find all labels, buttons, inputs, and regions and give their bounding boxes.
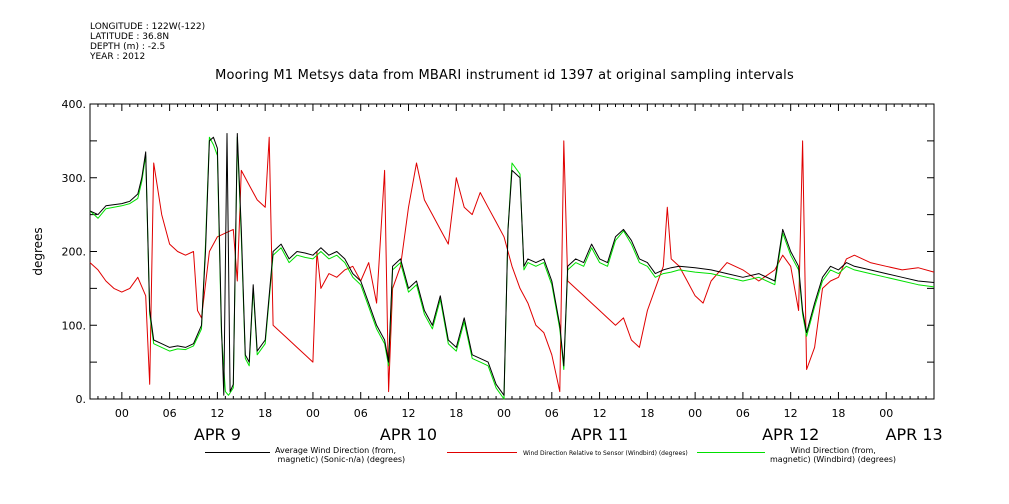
series-windbird-direction-line <box>89 136 935 400</box>
y-tick-label: 200. <box>62 246 87 259</box>
x-tick-label: 06 <box>163 407 177 420</box>
legend-swatch-red <box>447 452 517 453</box>
x-day-label: APR 12 <box>762 425 819 440</box>
y-tick-label: 400. <box>62 98 87 111</box>
y-tick-label: 300. <box>62 172 87 185</box>
x-tick-label: 18 <box>831 407 845 420</box>
x-tick-label: 00 <box>879 407 893 420</box>
meta-depth: DEPTH (m) : -2.5 <box>90 42 166 52</box>
meta-year: YEAR : 2012 <box>90 52 146 62</box>
x-tick-label: 00 <box>306 407 320 420</box>
x-tick-label: 06 <box>736 407 750 420</box>
chart-title: Mooring M1 Metsys data from MBARI instru… <box>215 68 794 83</box>
legend-label-green: Wind Direction (from, magnetic) (Windbir… <box>770 446 897 464</box>
series-avg-wind-direction-line <box>89 133 935 396</box>
x-tick-label: 00 <box>497 407 511 420</box>
series-relative-wind-direction-line <box>89 136 935 393</box>
plot-frame <box>89 103 935 400</box>
legend-label-black: Average Wind Direction (from, magnetic) … <box>275 446 406 464</box>
legend: Average Wind Direction (from, magnetic) … <box>0 440 1009 480</box>
x-tick-label: 00 <box>688 407 702 420</box>
x-day-label: APR 11 <box>571 425 628 440</box>
x-day-label: APR 10 <box>380 425 437 440</box>
x-day-label: APR 9 <box>194 425 241 440</box>
x-tick-label: 06 <box>545 407 559 420</box>
x-tick-label: 18 <box>258 407 272 420</box>
x-tick-label: 12 <box>593 407 607 420</box>
x-tick-label: 12 <box>401 407 415 420</box>
y-axis-label: degrees <box>31 227 45 275</box>
meta-latitude: LATITUDE : 36.8N <box>90 32 170 42</box>
legend-swatch-black <box>205 452 270 453</box>
chart-svg: 0. 100. 200. 300. 400. degrees 00 06 12 18 00 06 12 1… <box>31 98 943 440</box>
y-tick-label: 100. <box>62 319 87 332</box>
x-tick-label: 12 <box>210 407 224 420</box>
x-tick-label: 00 <box>115 407 129 420</box>
x-tick-label: 18 <box>449 407 463 420</box>
metadata-block: LONGITUDE : 122W(-122) LATITUDE : 36.8N … <box>90 22 205 62</box>
meta-longitude: LONGITUDE : 122W(-122) <box>90 22 206 32</box>
legend-label-red: Wind Direction Relative to Sensor (Windb… <box>523 450 688 457</box>
y-tick-label: 0. <box>76 393 87 406</box>
x-day-label: APR 13 <box>886 425 943 440</box>
x-tick-label: 12 <box>784 407 798 420</box>
x-tick-label: 18 <box>640 407 654 420</box>
x-tick-label: 06 <box>354 407 368 420</box>
legend-swatch-green <box>697 452 765 453</box>
